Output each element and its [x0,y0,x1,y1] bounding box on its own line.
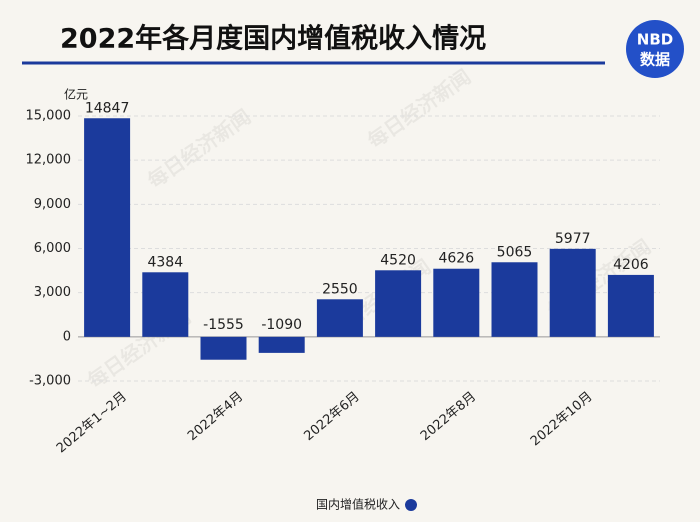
chart-title: 2022年各月度国内增值税收入情况 [60,23,486,55]
data-label: 4626 [438,251,474,267]
data-label: 14847 [85,100,130,116]
y-tick-label: 15,000 [26,109,72,124]
bar [200,336,247,360]
y-tick-label: -3,000 [29,374,71,389]
data-label: 5977 [555,231,591,247]
logo-circle [626,20,684,78]
data-label: 5065 [497,244,533,260]
logo-bottom: 数据 [640,51,670,69]
bar [549,248,596,337]
y-tick-label: 12,000 [26,153,72,168]
data-label: -1090 [261,317,302,333]
data-label: 4384 [147,254,183,270]
logo-top: NBD [637,31,673,49]
y-tick-label: 3,000 [34,285,71,300]
y-tick-label: 0 [63,329,71,344]
bar [433,268,480,337]
y-unit: 亿元 [64,87,88,102]
legend-label: 国内增值税收入 [316,497,400,512]
y-tick-label: 9,000 [34,197,71,212]
legend-marker [405,499,417,511]
bar [258,336,305,353]
bar [142,272,189,337]
bar [375,270,422,337]
bar [607,274,654,337]
y-tick-label: 6,000 [34,241,71,256]
data-label: 4206 [613,257,649,273]
data-label: 4520 [380,252,416,268]
bar [84,118,131,337]
data-label: 2550 [322,281,358,297]
bar [316,299,363,337]
data-label: -1555 [203,317,244,333]
bar [491,262,538,337]
